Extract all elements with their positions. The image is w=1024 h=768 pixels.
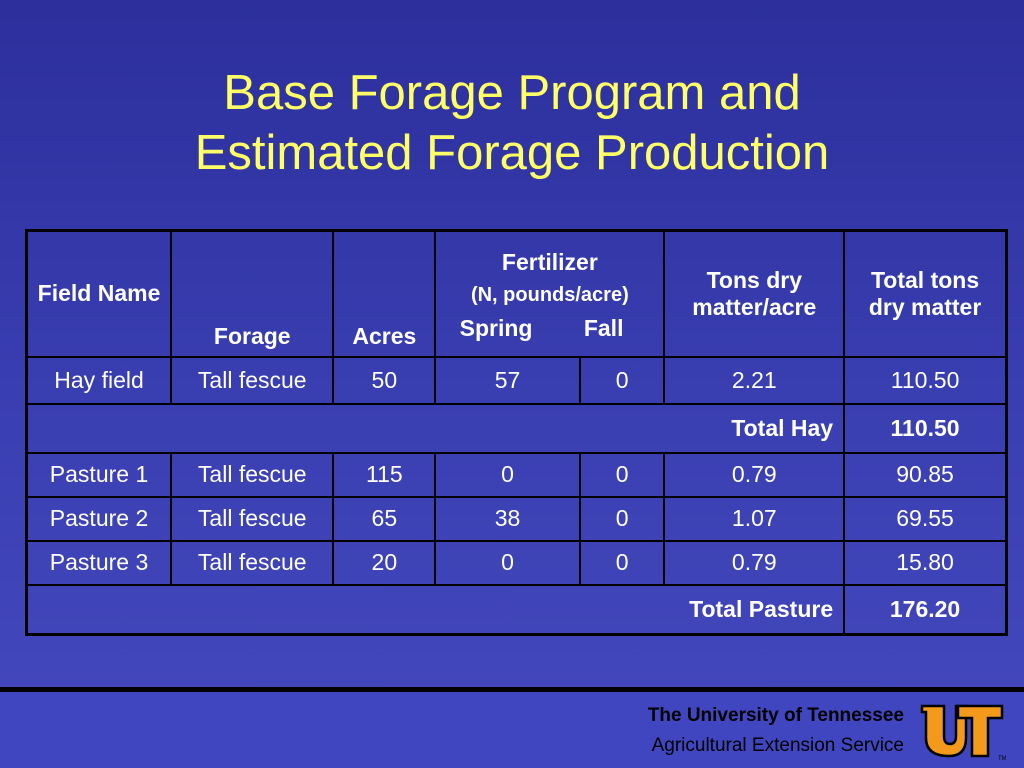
cell-fall: 0 [578, 355, 666, 405]
cell-fall: 0 [578, 451, 666, 498]
header-spring: Spring [459, 314, 533, 341]
header-fertilizer: Fertilizer (N, pounds/acre) Spring Fall [434, 229, 666, 358]
cell-field: Hay field [25, 355, 173, 405]
header-tons-per-acre: Tons dry matter/acre [663, 229, 846, 358]
total-hay-label: Total Hay [25, 402, 846, 454]
header-forage: Forage [170, 229, 335, 358]
cell-acres: 115 [332, 451, 437, 498]
total-hay-row: Total Hay 110.50 [25, 402, 1008, 454]
cell-forage: Tall fescue [170, 451, 335, 498]
cell-total: 15.80 [843, 539, 1008, 586]
cell-total: 69.55 [843, 495, 1008, 542]
cell-field: Pasture 1 [25, 451, 173, 498]
cell-forage: Tall fescue [170, 539, 335, 586]
cell-tons-acre: 0.79 [663, 539, 846, 586]
cell-forage: Tall fescue [170, 355, 335, 405]
cell-field: Pasture 2 [25, 495, 173, 542]
cell-spring: 57 [434, 355, 581, 405]
cell-fall: 0 [578, 495, 666, 542]
ut-logo: TM [920, 704, 1006, 762]
footer-panel [0, 692, 1024, 768]
university-name: The University of Tennessee [647, 705, 904, 726]
total-pasture-label: Total Pasture [25, 583, 846, 635]
trademark-mark: TM [998, 756, 1006, 762]
title-line-2: Estimated Forage Production [194, 125, 830, 180]
title-line-1: Base Forage Program and [223, 65, 801, 120]
cell-tons-acre: 2.21 [663, 355, 846, 405]
cell-acres: 65 [332, 495, 437, 542]
cell-spring: 0 [434, 539, 581, 586]
slide-title: Base Forage Program and Estimated Forage… [0, 63, 1024, 183]
forage-table: Field Name Forage Acres Fertilizer (N, p… [25, 229, 1008, 636]
total-pasture-row: Total Pasture 176.20 [25, 583, 1008, 635]
cell-total: 90.85 [843, 451, 1008, 498]
header-fertilizer-units: (N, pounds/acre) [470, 283, 629, 306]
total-pasture-value: 176.20 [843, 583, 1008, 635]
table-header-row: Field Name Forage Acres Fertilizer (N, p… [25, 229, 1008, 358]
cell-acres: 50 [332, 355, 437, 405]
total-hay-value: 110.50 [843, 402, 1008, 454]
header-acres: Acres [332, 229, 437, 358]
table-row: Hay field Tall fescue 50 57 0 2.21 110.5… [25, 355, 1008, 405]
extension-service-name: Agricultural Extension Service [651, 735, 904, 756]
footer-divider [0, 687, 1024, 692]
header-fertilizer-seasons: Spring Fall [442, 315, 657, 350]
table-row: Pasture 2 Tall fescue 65 38 0 1.07 69.55 [25, 495, 1008, 542]
header-total-tons: Total tons dry matter [843, 229, 1008, 358]
cell-spring: 38 [434, 495, 581, 542]
header-fall: Fall [583, 314, 624, 341]
header-fertilizer-title: Fertilizer [501, 248, 598, 275]
table-row: Pasture 1 Tall fescue 115 0 0 0.79 90.85 [25, 451, 1008, 498]
cell-forage: Tall fescue [170, 495, 335, 542]
cell-field: Pasture 3 [25, 539, 173, 586]
cell-total: 110.50 [843, 355, 1008, 405]
cell-spring: 0 [434, 451, 581, 498]
header-field-name: Field Name [25, 229, 173, 358]
cell-fall: 0 [578, 539, 666, 586]
cell-acres: 20 [332, 539, 437, 586]
cell-tons-acre: 1.07 [663, 495, 846, 542]
cell-tons-acre: 0.79 [663, 451, 846, 498]
table-row: Pasture 3 Tall fescue 20 0 0 0.79 15.80 [25, 539, 1008, 586]
